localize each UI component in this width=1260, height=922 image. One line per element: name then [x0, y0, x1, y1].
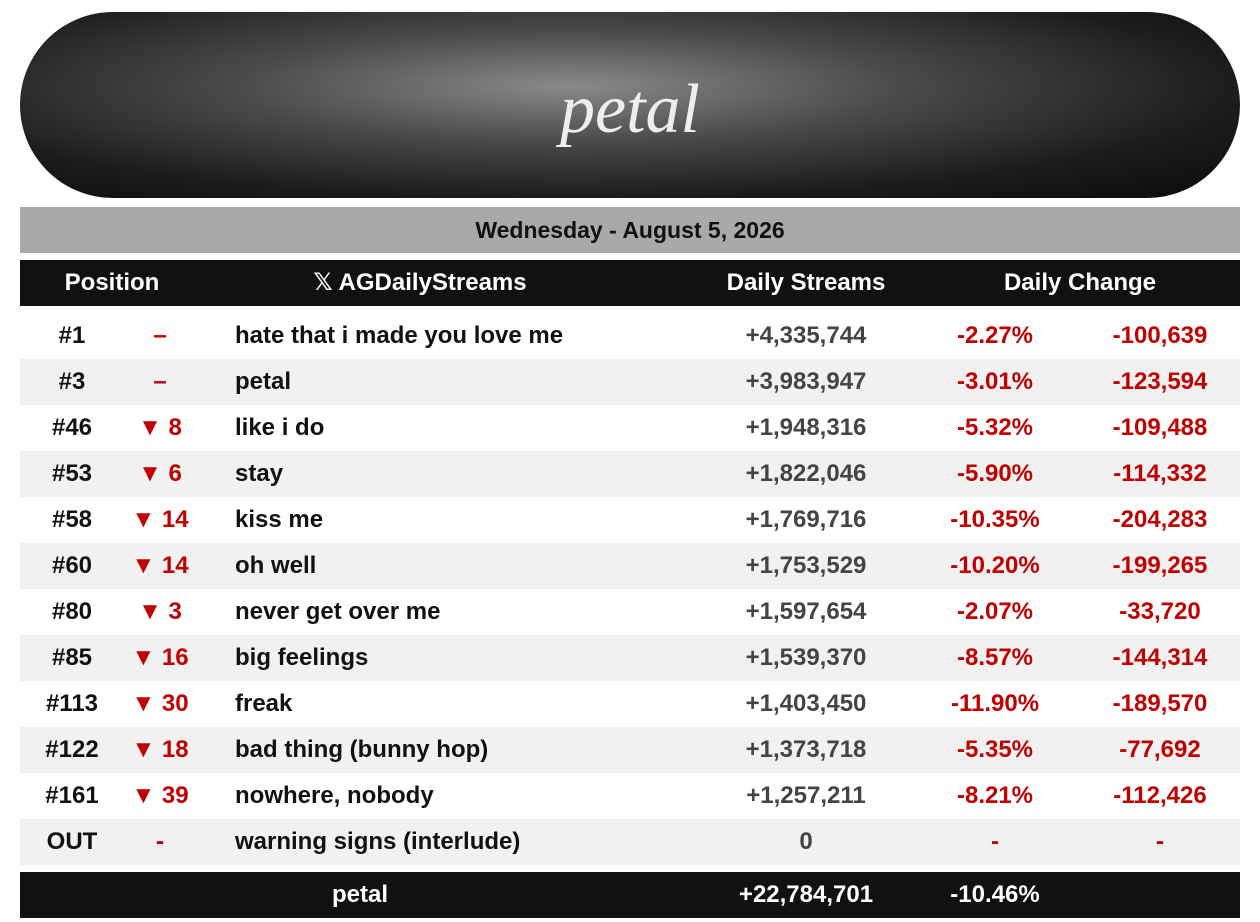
change-percent: -	[991, 828, 999, 855]
daily-streams: +4,335,744	[745, 322, 867, 349]
song-title: freak	[235, 690, 293, 717]
banner: petal	[20, 12, 1240, 198]
movement: ▼ 39	[131, 782, 189, 809]
daily-streams: +3,983,947	[745, 368, 867, 395]
position: OUT	[46, 828, 98, 855]
daily-streams: +1,539,370	[745, 644, 867, 671]
movement: ▼ 8	[138, 414, 182, 441]
table-row: #80 ▼ 3 never get over me +1,597,654 -2.07% -…	[20, 589, 1240, 635]
change-percent: -3.01%	[956, 368, 1034, 395]
movement: ▼ 14	[131, 506, 189, 533]
daily-streams: +1,948,316	[745, 414, 867, 441]
daily-streams: +1,597,654	[745, 598, 867, 625]
change-percent: -5.90%	[956, 460, 1034, 487]
position: #122	[45, 736, 99, 763]
table-row: #161 ▼ 39 nowhere, nobody +1,257,211 -8.21% -…	[20, 773, 1240, 819]
position: #46	[51, 414, 93, 441]
change-streams: -77,692	[1119, 736, 1201, 763]
change-streams: -109,488	[1112, 414, 1208, 441]
daily-streams: +1,753,529	[745, 552, 867, 579]
header-row: Position 𝕏 AGDailyStreams Daily Streams Dai…	[20, 260, 1240, 306]
column-header: Position	[64, 269, 160, 296]
daily-streams: +1,769,716	[745, 506, 867, 533]
change-percent: -2.07%	[956, 598, 1034, 625]
song-title: oh well	[235, 552, 317, 579]
position: #60	[51, 552, 93, 579]
column-header: Daily Streams	[726, 269, 886, 296]
song-title: kiss me	[235, 506, 324, 533]
daily-streams: 0	[799, 828, 813, 855]
position: #53	[51, 460, 93, 487]
table-row: #3 – petal +3,983,947 -3.01% -123,594	[20, 359, 1240, 405]
table-row: #122 ▼ 18 bad thing (bunny hop) +1,373,718 -…	[20, 727, 1240, 773]
change-streams: -	[1156, 828, 1164, 855]
change-percent: -8.21%	[956, 782, 1034, 809]
movement: ▼ 14	[131, 552, 189, 579]
table-row: #85 ▼ 16 big feelings +1,539,370 -8.57% -144,…	[20, 635, 1240, 681]
position: #58	[51, 506, 93, 533]
song-title: nowhere, nobody	[235, 782, 434, 809]
column-header: 𝕏 AGDailyStreams	[313, 269, 527, 296]
footer-percent: -10.46%	[950, 881, 1040, 908]
movement: -	[156, 828, 164, 855]
change-streams: -33,720	[1119, 598, 1201, 625]
song-title: stay	[235, 460, 284, 487]
table-row: #113 ▼ 30 freak +1,403,450 -11.90% -189,570	[20, 681, 1240, 727]
change-streams: -112,426	[1113, 782, 1207, 809]
change-streams: -100,639	[1112, 322, 1208, 349]
table-row: #53 ▼ 6 stay +1,822,046 -5.90% -114,332	[20, 451, 1240, 497]
movement: ▼ 30	[131, 690, 189, 717]
change-percent: -5.35%	[956, 736, 1034, 763]
daily-streams: +1,373,718	[745, 736, 867, 763]
change-percent: -2.27%	[956, 322, 1034, 349]
table-row: #58 ▼ 14 kiss me +1,769,716 -10.35% -204,283	[20, 497, 1240, 543]
footer-row: petal +22,784,701 -10.46%	[20, 872, 1240, 918]
change-percent: -10.20%	[950, 552, 1040, 579]
movement: ▼ 18	[131, 736, 189, 763]
change-streams: -123,594	[1112, 368, 1208, 395]
footer-streams: +22,784,701	[738, 881, 874, 908]
date-bar: Wednesday - August 5, 2026	[20, 207, 1240, 253]
position: #1	[58, 322, 86, 349]
change-streams: -204,283	[1112, 506, 1208, 533]
position: #161	[45, 782, 99, 809]
change-streams: -114,332	[1113, 460, 1207, 487]
movement: ▼ 3	[138, 598, 182, 625]
change-streams: -144,314	[1112, 644, 1208, 671]
song-title: bad thing (bunny hop)	[235, 736, 489, 763]
song-title: hate that i made you love me	[235, 322, 564, 349]
table-row: OUT - warning signs (interlude) 0 - -	[20, 819, 1240, 865]
song-title: warning signs (interlude)	[235, 828, 521, 855]
position: #3	[58, 368, 86, 395]
change-percent: -8.57%	[956, 644, 1034, 671]
footer-album: petal	[331, 881, 389, 908]
banner-logo: petal	[560, 71, 700, 148]
table-row: #46 ▼ 8 like i do +1,948,316 -5.32% -109,488	[20, 405, 1240, 451]
movement: ▼ 16	[131, 644, 189, 671]
position: #113	[45, 690, 99, 717]
daily-streams: +1,822,046	[745, 460, 867, 487]
song-title: big feelings	[235, 644, 369, 671]
position: #85	[51, 644, 93, 671]
song-title: like i do	[235, 414, 325, 441]
change-percent: -10.35%	[950, 506, 1040, 533]
song-title: petal	[235, 368, 292, 395]
table-row: #1 – hate that i made you love me +4,335,74…	[20, 313, 1240, 359]
change-percent: -5.32%	[956, 414, 1034, 441]
movement: ▼ 6	[138, 460, 182, 487]
song-title: never get over me	[235, 598, 441, 625]
daily-streams: +1,257,211	[746, 782, 866, 809]
change-percent: -11.90%	[950, 690, 1040, 717]
change-streams: -199,265	[1112, 552, 1208, 579]
movement: –	[153, 368, 167, 395]
daily-streams: +1,403,450	[745, 690, 867, 717]
change-streams: -189,570	[1112, 690, 1208, 717]
column-header: Daily Change	[1003, 269, 1157, 296]
table-row: #60 ▼ 14 oh well +1,753,529 -10.20% -199,265	[20, 543, 1240, 589]
movement: –	[153, 322, 167, 349]
position: #80	[51, 598, 93, 625]
